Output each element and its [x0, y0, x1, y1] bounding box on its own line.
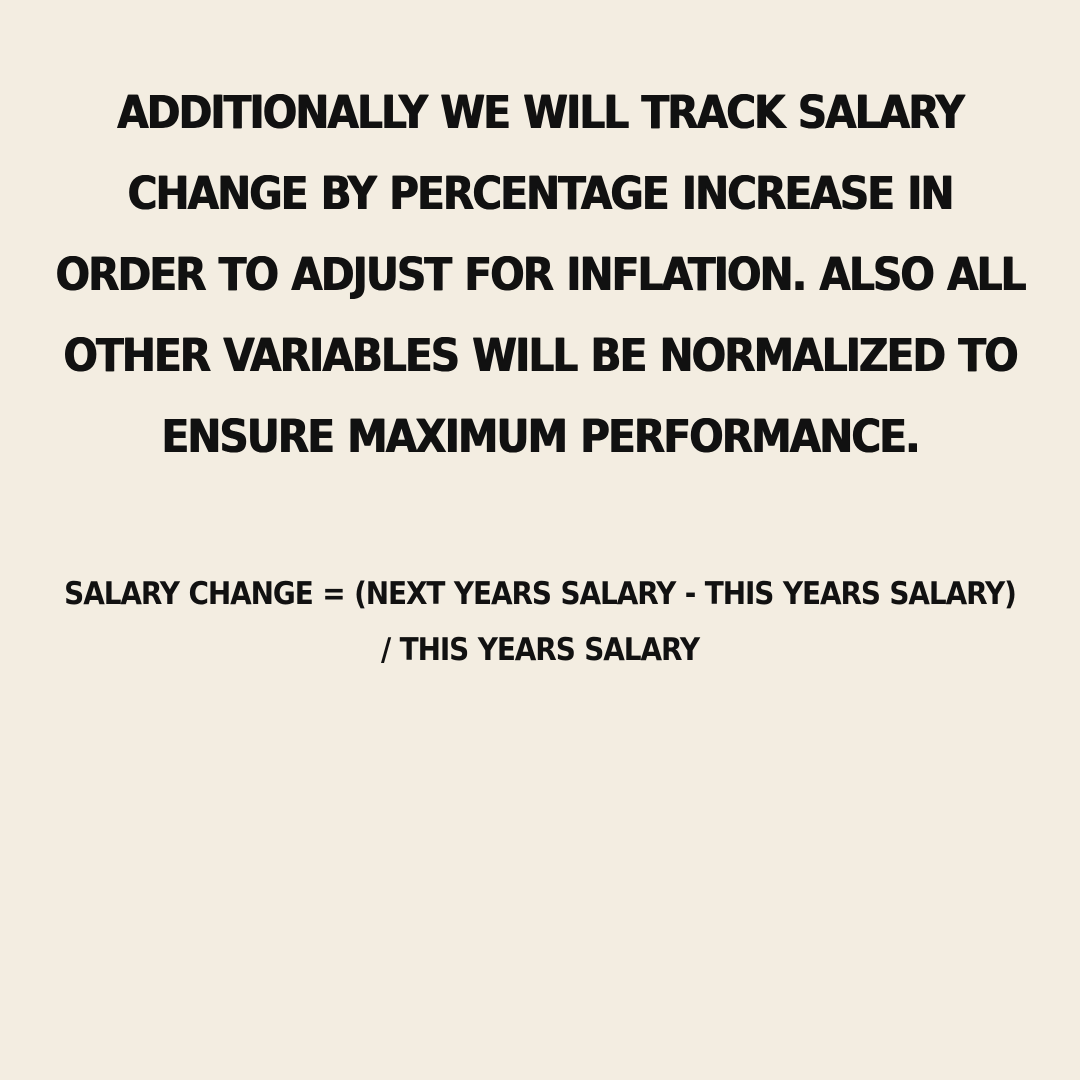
formula-line-2: / This Years Salary: [380, 632, 700, 668]
main-paragraph-line-5: ensure maximum performance.: [161, 410, 920, 463]
formula-line-1: Salary Change = (Next Years Salary - Thi…: [64, 576, 1017, 612]
main-paragraph-line-2: change by percentage increase in: [127, 167, 955, 220]
salary-change-formula: Salary Change = (Next Years Salary - Thi…: [54, 566, 1026, 678]
main-paragraph-line-3: order to adjust for inflation. Also all: [55, 248, 1026, 301]
main-paragraph-line-4: other variables will be normalized to: [63, 329, 1018, 382]
main-paragraph: Additionally we will track salary change…: [54, 72, 1026, 477]
main-paragraph-line-1: Additionally we will track salary: [117, 86, 965, 139]
